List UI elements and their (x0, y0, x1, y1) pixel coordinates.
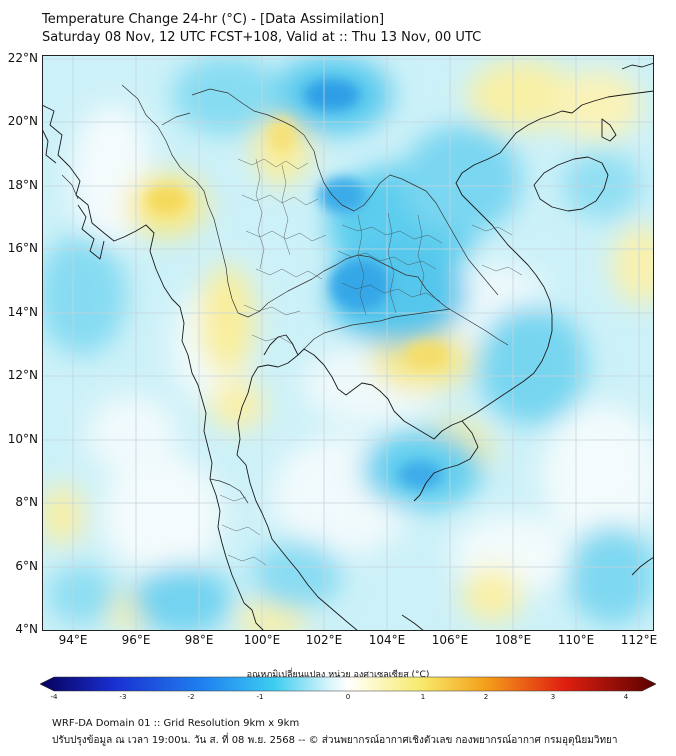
country-borders (61, 84, 509, 504)
lat-tick-label: 4°N (15, 622, 38, 636)
colorbar-tick-label: -4 (50, 693, 58, 701)
lon-tick-label: 94°E (58, 633, 88, 647)
lon-tick-label: 96°E (121, 633, 151, 647)
lat-tick-label: 18°N (7, 178, 38, 192)
title-line-1: Temperature Change 24-hr (°C) - [Data As… (42, 12, 385, 27)
lat-tick-label: 8°N (15, 495, 38, 509)
colorbar-title: อุณหภูมิเปลี่ยนแปลง หน่วย องศาเซลเซียส (… (246, 670, 430, 680)
colorbar-tick-label: 1 (420, 693, 426, 701)
colorbar-tick-label: 2 (483, 693, 489, 701)
colorbar-tick-label: 4 (623, 693, 629, 701)
credit-caption: ปรับปรุงข้อมูล ณ เวลา 19:00น. วัน ส. ที่… (52, 735, 618, 746)
map-canvas (42, 55, 654, 631)
lon-tick-label: 106°E (431, 633, 469, 647)
lon-tick-label: 98°E (184, 633, 214, 647)
lat-tick-label: 10°N (7, 432, 38, 446)
lat-tick-label: 6°N (15, 559, 38, 573)
title-line-2: Saturday 08 Nov, 12 UTC FCST+108, Valid … (42, 30, 482, 45)
lat-tick-label: 12°N (7, 368, 38, 382)
colorbar-tick-label: -2 (187, 693, 195, 701)
lat-tick-label: 20°N (7, 114, 38, 128)
coastlines (42, 62, 654, 631)
lon-tick-label: 104°E (368, 633, 406, 647)
model-info-caption: WRF-DA Domain 01 :: Grid Resolution 9km … (52, 718, 300, 729)
colorbar-tick-label: 0 (345, 693, 351, 701)
lon-tick-label: 102°E (305, 633, 343, 647)
colorbar (40, 676, 656, 692)
colorbar-ramp (40, 676, 656, 692)
lon-tick-label: 100°E (243, 633, 281, 647)
province-borders (219, 158, 523, 566)
lon-tick-label: 110°E (557, 633, 595, 647)
map-panel (42, 55, 654, 631)
lat-tick-label: 14°N (7, 305, 38, 319)
lat-tick-label: 16°N (7, 241, 38, 255)
colorbar-tick-label: 3 (550, 693, 556, 701)
map-frame-border (42, 55, 654, 631)
temperature-change-field (42, 55, 654, 631)
colorbar-tick-label: -3 (119, 693, 127, 701)
temperature-change-cores (147, 79, 449, 489)
lon-tick-label: 112°E (620, 633, 658, 647)
lat-tick-label: 22°N (7, 51, 38, 65)
colorbar-tick-label: -1 (256, 693, 264, 701)
lon-tick-label: 108°E (494, 633, 532, 647)
map-title: Temperature Change 24-hr (°C) - [Data As… (42, 11, 481, 47)
lat-lon-grid (42, 55, 654, 631)
